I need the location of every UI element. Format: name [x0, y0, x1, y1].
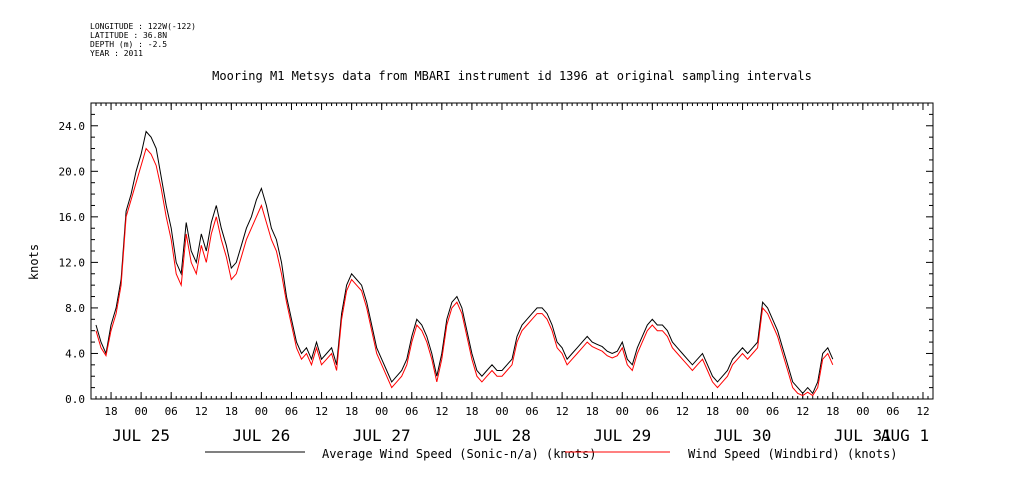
metadata-block: LONGITUDE : 122W(-122) LATITUDE : 36.8N … — [90, 22, 196, 58]
x-hour-label: 06 — [525, 405, 538, 418]
series-average-wind-speed-line — [95, 130, 834, 395]
x-date-label: JUL 28 — [473, 426, 531, 445]
x-hour-label: 06 — [285, 405, 298, 418]
x-hour-label: 12 — [555, 405, 568, 418]
x-hour-label: 18 — [465, 405, 478, 418]
x-hour-label: 12 — [315, 405, 328, 418]
x-hour-label: 12 — [435, 405, 448, 418]
x-hour-label: 18 — [706, 405, 719, 418]
x-date-label: JUL 25 — [112, 426, 170, 445]
latitude-text: LATITUDE : 36.8N — [90, 31, 168, 40]
x-hour-label: 18 — [225, 405, 238, 418]
x-hour-label: 00 — [255, 405, 268, 418]
y-tick-label: 0.0 — [65, 393, 85, 406]
longitude-text: LONGITUDE : 122W(-122) — [90, 22, 196, 31]
x-hour-label: 18 — [345, 405, 358, 418]
chart-title: Mooring M1 Metsys data from MBARI instru… — [212, 69, 812, 83]
x-hour-label: 12 — [916, 405, 929, 418]
depth-text: DEPTH (m) : -2.5 — [90, 40, 168, 49]
y-tick-label: 4.0 — [65, 347, 85, 360]
series-windbird-wind-speed-line — [95, 147, 834, 397]
x-hour-label: 00 — [375, 405, 388, 418]
x-hour-label: 00 — [616, 405, 629, 418]
x-hour-label: 06 — [766, 405, 779, 418]
x-hour-label: 00 — [856, 405, 869, 418]
x-hour-label: 18 — [104, 405, 117, 418]
y-tick-label: 20.0 — [59, 165, 86, 178]
y-axis-label: knots — [27, 244, 41, 280]
x-hour-label: 06 — [165, 405, 178, 418]
legend: Average Wind Speed (Sonic-n/a) (knots) Wi… — [205, 447, 898, 461]
x-hour-label: 18 — [586, 405, 599, 418]
year-text: YEAR : 2011 — [90, 49, 143, 58]
x-hour-label: 12 — [195, 405, 208, 418]
series-group — [95, 130, 834, 397]
x-hour-label: 00 — [736, 405, 749, 418]
x-hour-label: 12 — [676, 405, 689, 418]
x-hour-label: 12 — [796, 405, 809, 418]
x-hour-label: 18 — [826, 405, 839, 418]
y-tick-label: 12.0 — [59, 256, 86, 269]
legend-label: Average Wind Speed (Sonic-n/a) (knots) — [322, 447, 597, 461]
x-hour-label: 00 — [495, 405, 508, 418]
x-date-label: JUL 27 — [353, 426, 411, 445]
y-tick-label: 16.0 — [59, 211, 86, 224]
x-date-label: JUL 26 — [233, 426, 291, 445]
y-tick-label: 24.0 — [59, 120, 86, 133]
y-tick-label: 8.0 — [65, 302, 85, 315]
plot-frame — [90, 102, 934, 400]
legend-label: Wind Speed (Windbird) (knots) — [688, 447, 898, 461]
x-date-label: JUL 31 — [834, 426, 892, 445]
x-hour-label: 00 — [134, 405, 147, 418]
x-date-label: JUL 30 — [714, 426, 772, 445]
x-date-label: JUL 29 — [593, 426, 651, 445]
x-hour-label: 06 — [405, 405, 418, 418]
x-hour-label: 06 — [646, 405, 659, 418]
axes-group: 0.0 4.0 8.0 12.0 16.0 20.0 24.0 18 00 06 12 18 00 06 1… — [59, 102, 934, 445]
x-date-label: AUG 1 — [881, 426, 929, 445]
x-hour-label: 06 — [886, 405, 899, 418]
